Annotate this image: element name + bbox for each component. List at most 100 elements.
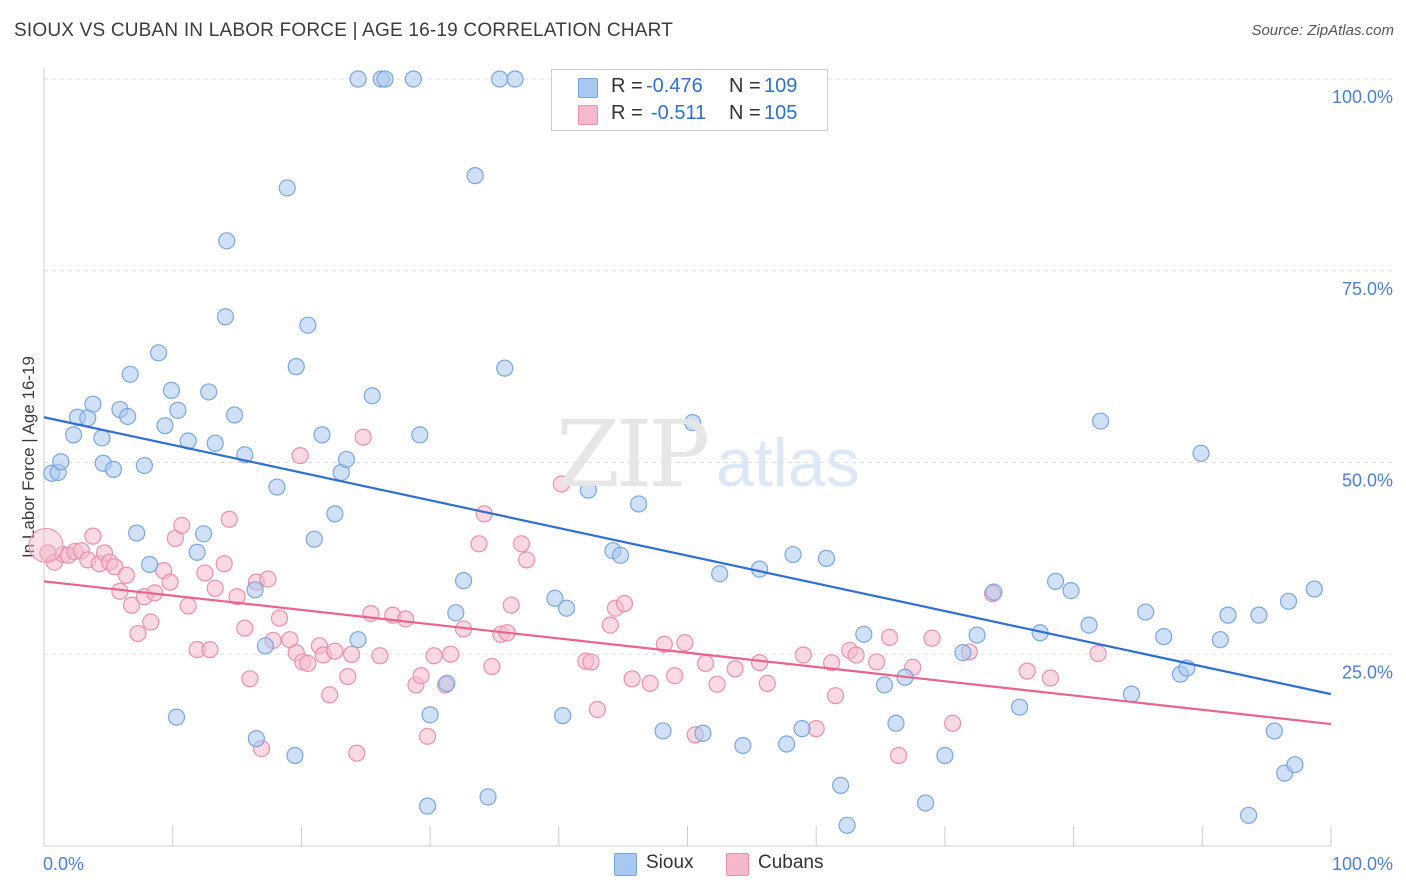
sioux-point (557, 599, 576, 617)
sioux-point (194, 525, 213, 543)
cubans-point (1018, 662, 1036, 680)
cubans-point (923, 629, 941, 647)
sioux-point (1265, 722, 1283, 740)
watermark-atlas: atlas (716, 425, 860, 500)
sioux-point (162, 381, 181, 400)
sioux-point (490, 70, 509, 88)
cubans-point (666, 667, 684, 685)
sioux-point (268, 478, 286, 496)
sioux-point (454, 572, 473, 590)
sioux-point (278, 179, 296, 197)
stats-legend: R = -0.476 N = 109 R = -0.511 N = 105 (551, 69, 828, 131)
n-label: N = (729, 75, 761, 97)
cubans-point-cluster (28, 527, 64, 563)
sioux-point (954, 644, 972, 662)
sioux-point (438, 674, 456, 692)
sioux-point (1219, 606, 1237, 624)
cubans-n-value: 105 (764, 102, 798, 124)
cubans-point (442, 645, 460, 663)
sioux-point (654, 722, 672, 740)
sioux-point (246, 581, 264, 599)
sioux-swatch (614, 853, 637, 876)
sioux-point (52, 453, 70, 471)
cubans-point (880, 628, 899, 646)
sioux-point (1122, 685, 1141, 703)
sioux-point (128, 524, 146, 542)
sioux-point (838, 816, 856, 834)
sioux-point (832, 776, 850, 795)
cubans-point (1089, 644, 1107, 663)
sioux-point (225, 406, 244, 424)
sioux-point (326, 505, 344, 523)
sioux-point (784, 545, 802, 564)
cubans-point (726, 660, 744, 678)
cubans-point (418, 727, 437, 745)
sioux-point (65, 426, 83, 444)
sioux-point (1092, 412, 1110, 430)
cubans-swatch (578, 105, 598, 125)
cubans-point (512, 535, 531, 553)
cubans-point (291, 446, 309, 465)
sioux-point (349, 631, 367, 649)
source-credit: Source: ZipAtlas.com (1251, 22, 1394, 39)
sioux-point (1062, 581, 1080, 600)
watermark-zip: ZIP (556, 401, 707, 500)
cubans-point (201, 641, 219, 659)
cubans-point (236, 619, 254, 637)
sioux-point (1305, 580, 1323, 598)
sioux-trend-line (43, 416, 1332, 696)
cubans-point (161, 573, 179, 591)
sioux-point (611, 546, 630, 564)
sioux-point (684, 414, 702, 432)
cubans-point (470, 535, 488, 553)
x-tick-label-max: 100.0% (1332, 854, 1393, 874)
sioux-point (1211, 631, 1229, 649)
sioux-point (206, 434, 224, 452)
axes (43, 68, 1332, 847)
y-tick-label: 100.0% (1332, 87, 1393, 107)
sioux-point (1046, 572, 1065, 590)
sioux-point (694, 724, 712, 742)
cubans-point (823, 654, 841, 672)
cubans-point (371, 647, 389, 665)
sioux-point (447, 604, 465, 622)
cubans-point (342, 645, 361, 663)
cubans-point (173, 516, 191, 534)
cubans-point (868, 653, 886, 671)
sioux-point (167, 708, 186, 726)
sioux-n-value: 109 (764, 75, 798, 97)
sioux-point (169, 401, 187, 419)
sioux-point (256, 637, 274, 655)
sioux-point (363, 387, 381, 405)
sioux-point (1010, 698, 1029, 716)
sioux-point (1240, 806, 1258, 824)
sioux-point (1137, 603, 1155, 621)
sioux-point (1279, 592, 1298, 610)
sioux-point (349, 70, 367, 88)
cubans-point (1041, 669, 1060, 687)
sioux-point (119, 407, 137, 426)
cubans-point (122, 596, 141, 614)
cubans-trend-line (43, 580, 1332, 726)
sioux-point (1155, 628, 1173, 646)
sioux-point (140, 555, 159, 574)
cubans-point (518, 551, 536, 569)
cubans-point (241, 670, 259, 688)
cubans-point (483, 657, 501, 676)
cubans-point (601, 616, 619, 634)
sioux-point (887, 714, 905, 732)
sioux-swatch (578, 78, 598, 98)
cubans-point (623, 670, 641, 688)
cubans-point (142, 613, 160, 631)
sioux-point (466, 167, 484, 185)
sioux-point (418, 797, 437, 815)
sioux-point (506, 70, 524, 88)
cubans-point (196, 564, 214, 582)
cubans-point (206, 579, 224, 597)
sioux-point (968, 626, 986, 644)
sioux-point (554, 707, 572, 725)
watermark: ZIP atlas (556, 400, 896, 508)
sioux-point (411, 426, 429, 444)
cubans-point (339, 667, 357, 686)
sioux-point (1250, 606, 1268, 624)
